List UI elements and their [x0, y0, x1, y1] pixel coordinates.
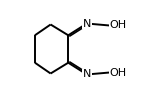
Text: N: N: [83, 69, 91, 79]
Text: N: N: [83, 19, 91, 29]
Text: OH: OH: [109, 68, 127, 78]
Text: OH: OH: [109, 20, 127, 30]
